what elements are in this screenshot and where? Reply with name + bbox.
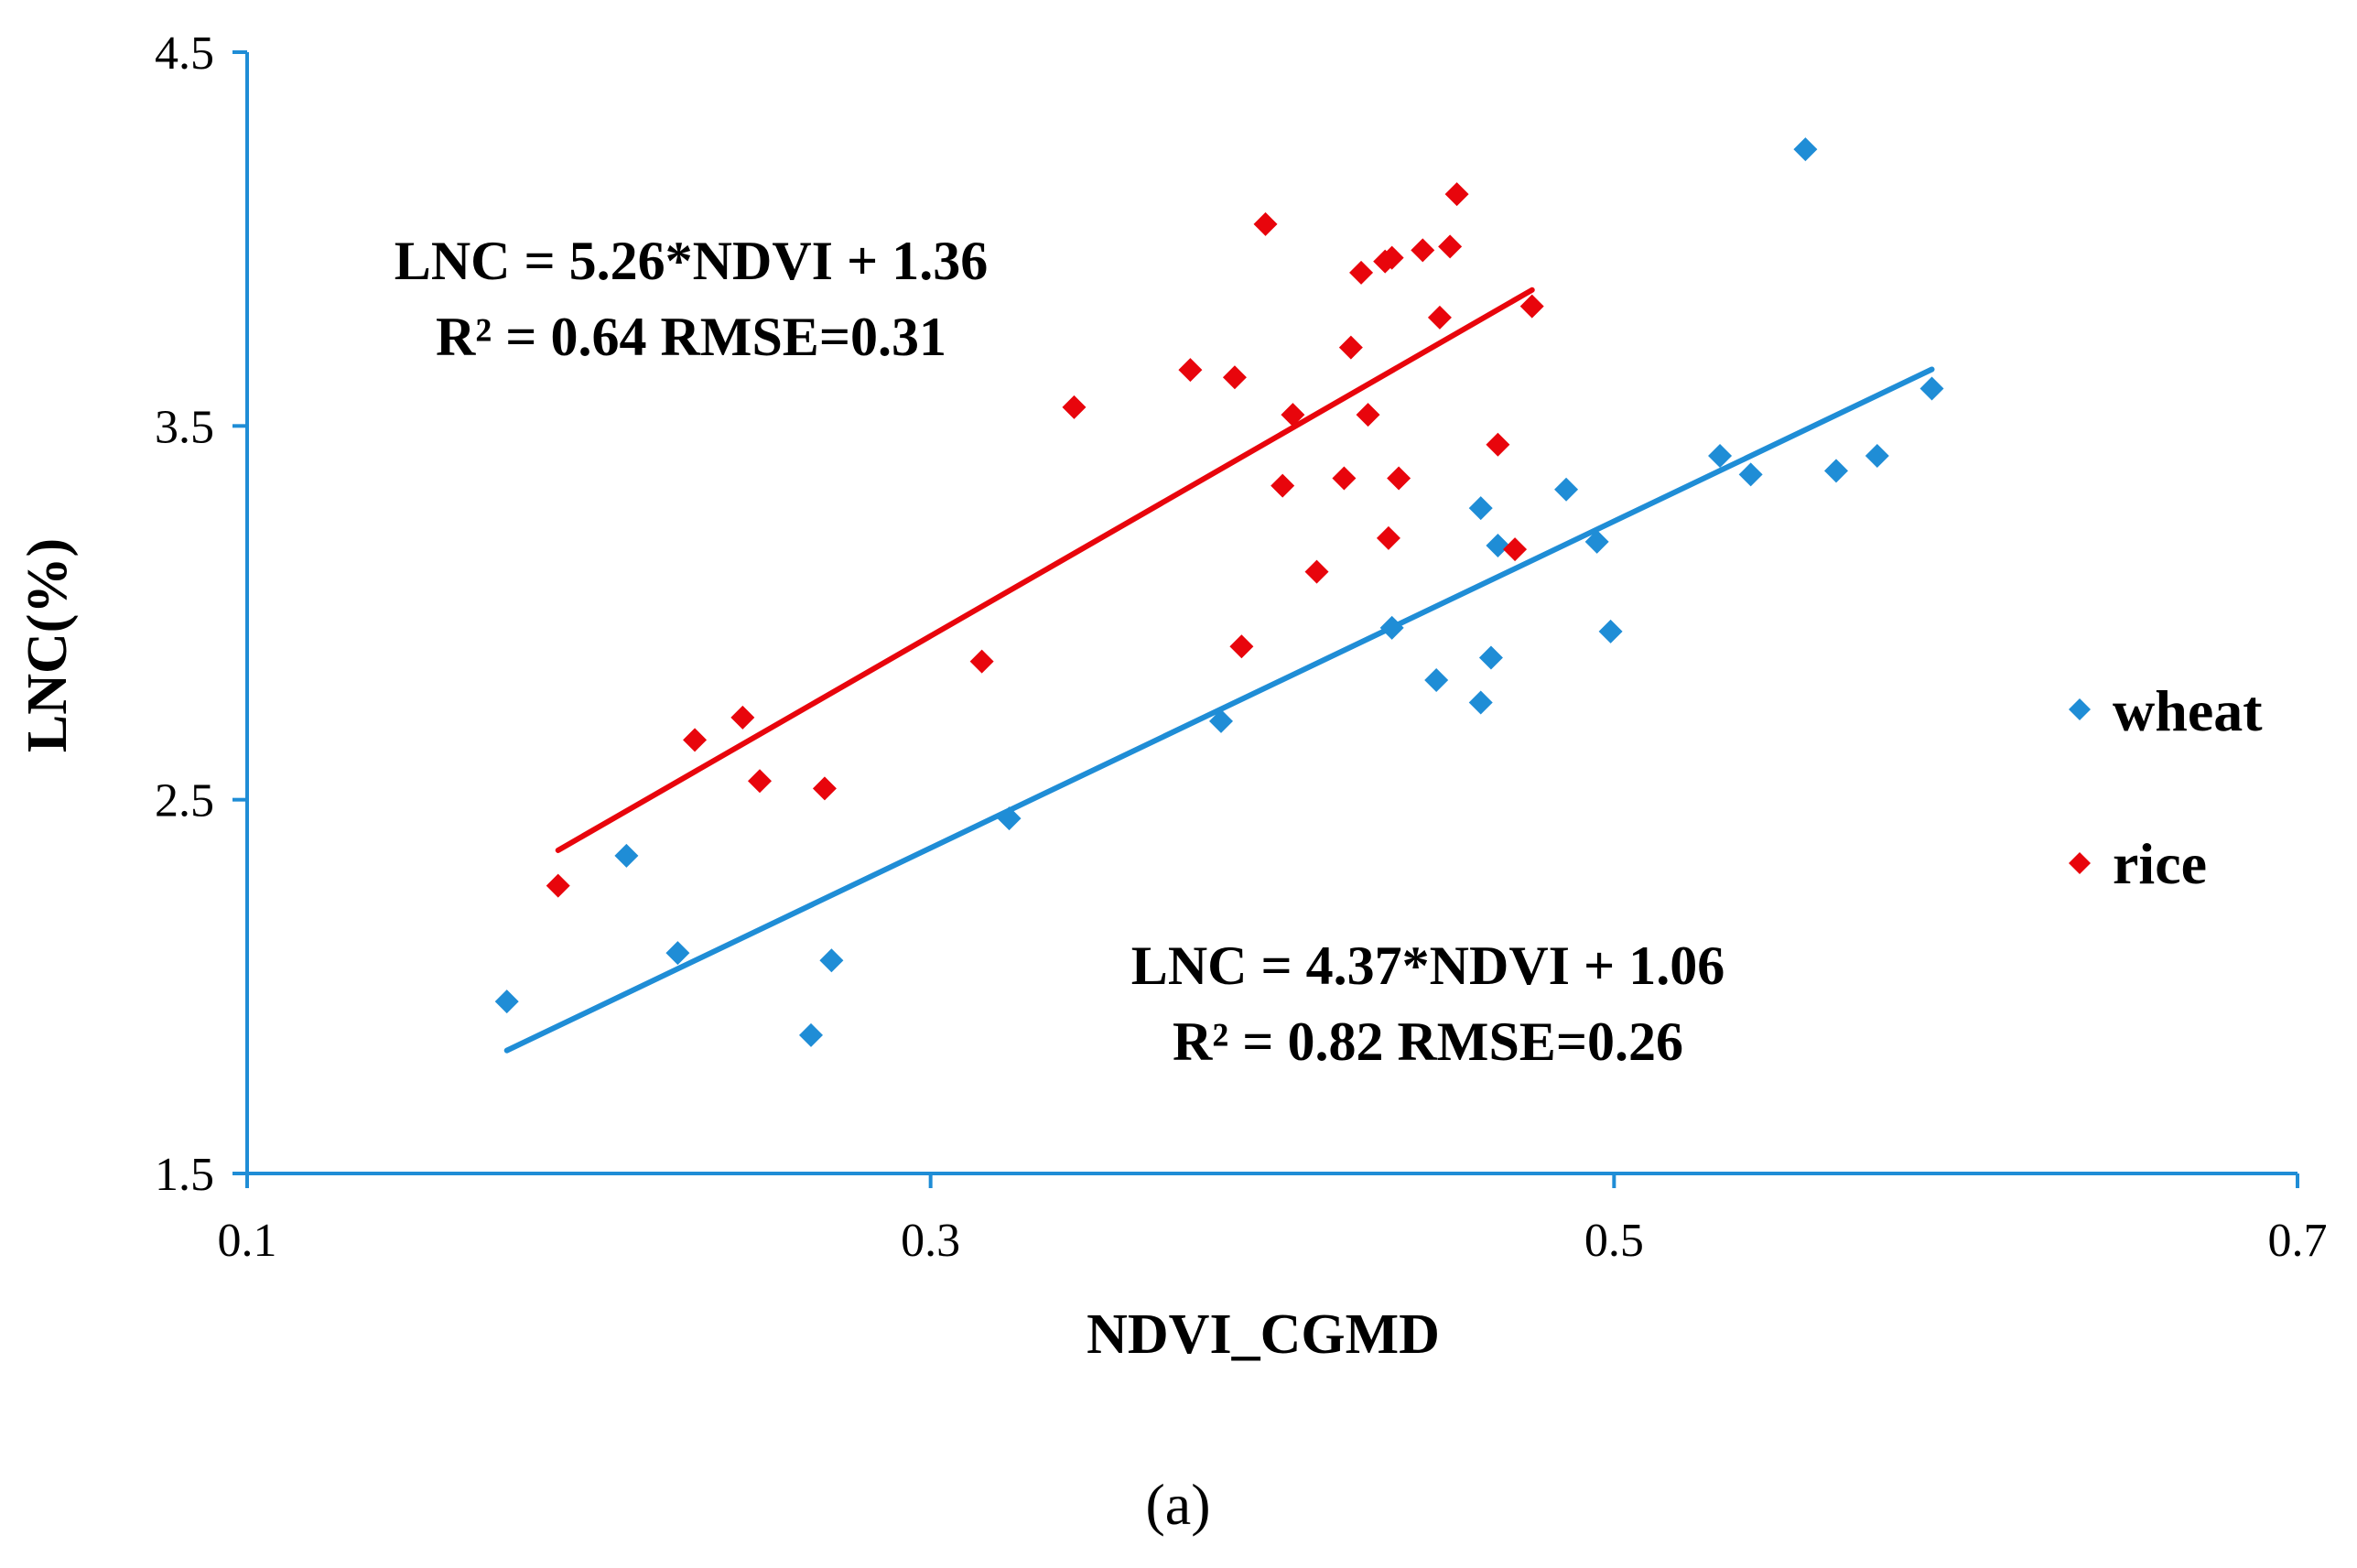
legend: wheat rice <box>2069 678 2263 896</box>
rice-point <box>1438 234 1463 259</box>
wheat-point <box>1209 708 1233 733</box>
rice-point <box>1178 358 1203 383</box>
rice-trendline-equation: LNC = 5.26*NDVI + 1.36 <box>395 231 988 291</box>
x-tick-label: 0.7 <box>2268 1215 2328 1267</box>
legend-marker-rice <box>2069 852 2091 874</box>
x-tick-label: 0.1 <box>218 1215 277 1267</box>
rice-point <box>1222 365 1247 390</box>
rice-point <box>1253 211 1278 236</box>
data-points <box>494 137 1944 1047</box>
rice-trendline-stats: R² = 0.64 RMSE=0.31 <box>436 307 946 367</box>
rice-trendline <box>555 287 1535 853</box>
panel-label: (a) <box>1145 1472 1210 1537</box>
wheat-point <box>1793 137 1818 162</box>
rice-point <box>1444 182 1469 207</box>
rice-point <box>1356 403 1380 427</box>
wheat-trendline-stats: R² = 0.82 RMSE=0.26 <box>1173 1011 1683 1072</box>
wheat-point <box>1554 477 1579 502</box>
y-axis-title: LNC(%) <box>16 538 79 752</box>
rice-point <box>1349 260 1374 285</box>
rice-point <box>1281 403 1305 427</box>
x-axis-title: NDVI_CGMD <box>1087 1303 1440 1366</box>
rice-point <box>1519 294 1544 319</box>
wheat-point <box>1468 690 1493 715</box>
rice-point <box>969 649 994 674</box>
wheat-point <box>1598 619 1623 643</box>
y-tick-label: 1.5 <box>155 1149 214 1201</box>
rice-point <box>546 873 570 898</box>
wheat-point <box>1865 444 1889 468</box>
x-tick-label: 0.3 <box>901 1215 960 1267</box>
rice-point <box>1427 305 1452 330</box>
wheat-point <box>1824 459 1848 483</box>
wheat-point <box>819 948 844 973</box>
legend-marker-wheat <box>2069 698 2091 720</box>
wheat-point <box>1478 645 1503 670</box>
wheat-point <box>1584 529 1609 554</box>
wheat-point <box>1738 462 1763 487</box>
axes: 1.5 2.5 3.5 4.5 0.1 0.3 0.5 0.7 <box>155 27 2328 1267</box>
y-tick-label: 3.5 <box>155 401 214 453</box>
wheat-point <box>494 989 519 1014</box>
wheat-point <box>1379 615 1404 640</box>
wheat-point <box>1486 534 1510 557</box>
rice-point <box>812 776 837 801</box>
rice-point <box>748 769 772 794</box>
rice-point <box>1387 466 1411 491</box>
wheat-point <box>614 843 639 868</box>
wheat-trendline <box>503 366 1935 1054</box>
rice-point <box>1376 525 1400 550</box>
wheat-point <box>799 1022 823 1047</box>
wheat-point <box>1919 376 1944 401</box>
rice-point <box>1503 537 1528 562</box>
rice-point <box>1062 395 1087 419</box>
wheat-point <box>997 806 1022 831</box>
rice-point <box>1338 335 1363 360</box>
wheat-point <box>1468 496 1493 521</box>
rice-point <box>1379 245 1404 270</box>
wheat-point <box>1424 668 1449 692</box>
wheat-point <box>1708 444 1733 468</box>
rice-point <box>1270 473 1295 498</box>
wheat-point <box>665 941 690 966</box>
wheat-trendline-equation: LNC = 4.37*NDVI + 1.06 <box>1131 935 1725 996</box>
rice-point <box>730 705 755 730</box>
rice-point <box>1486 432 1510 457</box>
rice-point <box>683 728 708 752</box>
legend-label-wheat: wheat <box>2113 678 2263 743</box>
y-tick-label: 4.5 <box>155 27 214 80</box>
legend-label-rice: rice <box>2113 831 2207 896</box>
y-tick-label: 2.5 <box>155 775 214 827</box>
rice-point <box>1332 466 1357 491</box>
x-tick-label: 0.5 <box>1584 1215 1644 1267</box>
rice-point <box>1304 559 1329 584</box>
trendlines <box>503 287 1935 1054</box>
rice-point <box>1411 238 1435 263</box>
rice-point <box>1229 634 1254 659</box>
